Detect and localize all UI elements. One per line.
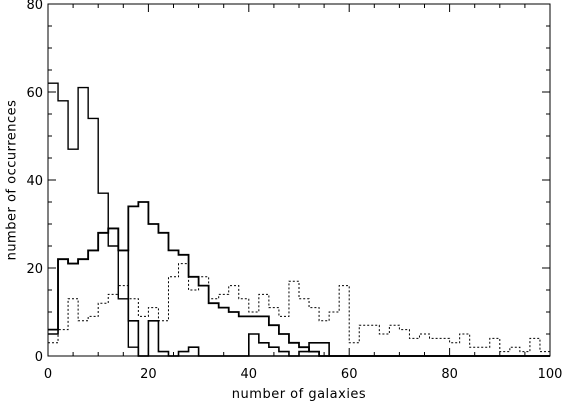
x-tick-label: 20: [140, 367, 157, 382]
x-tick-label: 60: [341, 367, 358, 382]
y-axis-label: number of occurrences: [5, 100, 20, 261]
x-tick-label: 100: [538, 367, 563, 382]
y-tick-label: 20: [26, 262, 43, 277]
plot-frame: [47, 3, 551, 357]
y-tick-label: 40: [26, 174, 43, 189]
y-tick-label: 0: [35, 350, 43, 365]
histogram-series-4: [48, 263, 550, 353]
histogram-series-2: [48, 201, 550, 357]
y-tick-label: 80: [26, 0, 43, 13]
plot-area: [48, 82, 550, 357]
x-tick-label: 40: [241, 367, 258, 382]
x-tick-label: 0: [44, 367, 52, 382]
x-tick-label: 80: [441, 367, 458, 382]
axes: 0 20 40 60 80 100 0 20 40 60 80: [26, 0, 562, 382]
histogram-series-1: [48, 82, 550, 357]
y-tick-label: 60: [26, 86, 43, 101]
x-axis-label: number of galaxies: [232, 387, 366, 402]
